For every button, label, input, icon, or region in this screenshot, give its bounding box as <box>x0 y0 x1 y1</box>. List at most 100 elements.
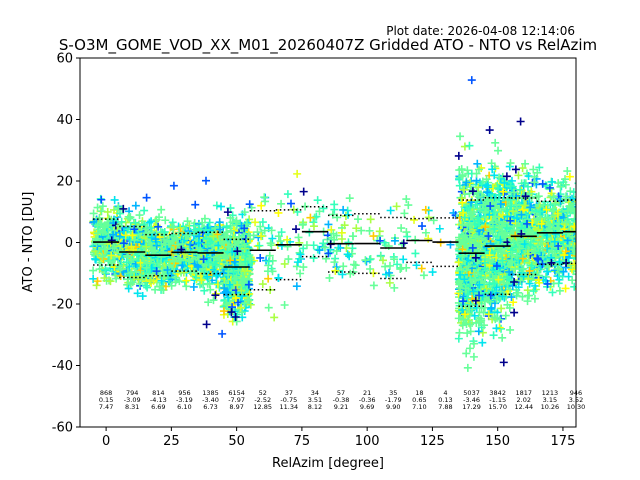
scatter-point <box>219 251 228 260</box>
scatter-point <box>151 235 160 244</box>
scatter-point <box>240 208 249 217</box>
scatter-point <box>393 260 402 269</box>
bin-stat-count: 3842 <box>489 389 506 397</box>
scatter-point <box>402 195 411 204</box>
scatter-point <box>89 266 98 275</box>
scatter-point <box>142 193 151 202</box>
scatter-point <box>475 280 484 289</box>
scatter-point <box>487 303 496 312</box>
scatter-point <box>454 151 463 160</box>
scatter-point <box>518 265 527 274</box>
scatter-point <box>211 291 220 300</box>
scatter-point <box>296 269 305 278</box>
scatter-point <box>509 237 518 246</box>
scatter-point <box>464 262 473 271</box>
scatter-point <box>465 226 474 235</box>
scatter-point <box>458 220 467 229</box>
scatter-point <box>491 138 500 147</box>
scatter-point <box>458 237 467 246</box>
x-tick-label: 125 <box>420 434 445 449</box>
bin-stat-mean: -0.75 <box>280 396 297 404</box>
scatter-point <box>460 310 469 319</box>
scatter-point <box>231 313 240 321</box>
scatter-point <box>463 363 472 372</box>
scatter-point <box>455 166 464 175</box>
scatter-point <box>497 227 506 236</box>
scatter-point <box>520 201 529 210</box>
bin-stat-count: 4 <box>443 389 447 397</box>
scatter-point <box>315 246 324 255</box>
scatter-point <box>283 235 292 244</box>
scatter-point <box>523 219 532 228</box>
bin-stat-mean: 2.02 <box>517 396 531 404</box>
scatter-point <box>141 225 150 234</box>
scatter-point <box>104 229 113 238</box>
scatter-point <box>221 287 230 296</box>
scatter-point <box>174 240 183 249</box>
scatter-point <box>524 231 533 240</box>
scatter-point <box>325 273 334 282</box>
bin-stat-mean: 0.65 <box>412 396 426 404</box>
scatter-point <box>498 333 507 342</box>
scatter-point <box>494 191 503 200</box>
bin-stat-count: 5037 <box>463 389 480 397</box>
scatter-point <box>472 188 481 197</box>
bin-stat-mean: -3.19 <box>176 396 193 404</box>
scatter-point <box>572 256 576 259</box>
bin-stat-count: 37 <box>285 389 293 397</box>
scatter-point <box>141 281 150 290</box>
scatter-point <box>428 268 437 277</box>
scatter-point <box>237 308 246 317</box>
scatter-point <box>345 194 354 203</box>
scatter-point <box>562 192 571 201</box>
scatter-point <box>319 239 328 248</box>
y-tick-label: -40 <box>52 359 73 374</box>
scatter-point <box>324 220 333 229</box>
scatter-point <box>463 329 472 338</box>
scatter-point <box>471 253 480 262</box>
scatter-point <box>399 239 408 248</box>
bin-stat-count: 18 <box>415 389 423 397</box>
scatter-point <box>559 267 568 276</box>
scatter-point <box>506 181 515 190</box>
scatter-point <box>167 281 176 290</box>
scatter-point <box>161 216 170 225</box>
y-tick-label: 60 <box>56 52 73 67</box>
scatter-point <box>147 275 156 284</box>
scatter-point <box>362 257 371 266</box>
scatter-point <box>386 206 395 215</box>
bin-stat-count: 956 <box>178 389 190 397</box>
scatter-point <box>352 224 361 233</box>
scatter-point <box>240 267 249 276</box>
scatter-point <box>255 241 264 250</box>
scatter-point <box>103 207 112 216</box>
scatter-point <box>517 210 526 219</box>
scatter-point <box>554 241 563 250</box>
scatter-point <box>397 263 406 272</box>
scatter-point <box>115 246 124 255</box>
scatter-point <box>510 278 519 287</box>
scatter-point <box>454 314 463 323</box>
scatter-point <box>92 281 101 290</box>
scatter-point <box>490 224 499 233</box>
scatter-point <box>489 331 498 340</box>
scatter-point <box>194 263 203 272</box>
scatter-point <box>398 240 407 249</box>
scatter-point <box>507 176 516 185</box>
scatter-point <box>280 300 289 309</box>
scatter-point <box>523 297 532 306</box>
scatter-point <box>175 277 184 286</box>
scatter-point <box>468 187 477 196</box>
scatter-point <box>220 233 229 242</box>
scatter-point <box>225 280 234 289</box>
scatter-point <box>195 232 204 241</box>
scatter-point <box>329 229 338 238</box>
scatter-point <box>302 241 311 250</box>
scatter-point <box>268 267 277 276</box>
scatter-point <box>484 232 493 241</box>
bin-stat-std: 9.69 <box>360 403 374 411</box>
scatter-point <box>186 267 195 276</box>
scatter-point <box>168 236 177 245</box>
scatter-point <box>147 233 156 242</box>
scatter-point <box>280 259 289 268</box>
